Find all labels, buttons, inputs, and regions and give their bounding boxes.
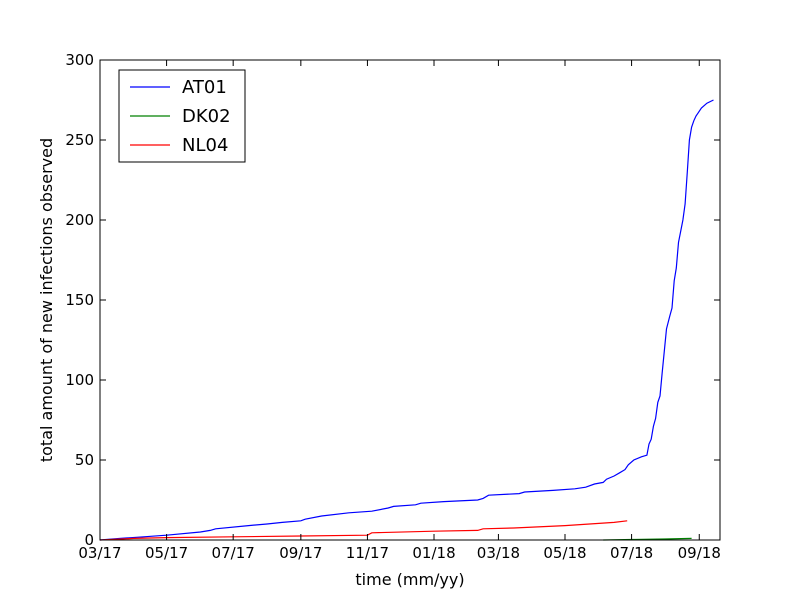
x-tick-label: 09/17 [279, 544, 322, 562]
y-tick-label: 0 [84, 531, 94, 549]
x-tick-label: 05/18 [543, 544, 586, 562]
y-axis-label: total amount of new infections observed [37, 138, 56, 462]
y-tick-label: 150 [65, 291, 94, 309]
legend-label-nl04: NL04 [182, 135, 228, 156]
x-tick-label: 09/18 [678, 544, 721, 562]
y-axis: 0 50 100 150 200 250 300 [65, 51, 720, 549]
y-tick-label: 50 [75, 451, 94, 469]
x-tick-label: 07/18 [610, 544, 653, 562]
y-tick-label: 200 [65, 211, 94, 229]
x-tick-label: 03/18 [477, 544, 520, 562]
series-layer [99, 99, 714, 541]
legend: AT01 DK02 NL04 [118, 69, 246, 163]
x-axis: 03/17 05/17 07/17 09/17 11/17 01/18 03/18 05/18… [78, 60, 721, 562]
x-tick-label: 07/17 [212, 544, 255, 562]
series-line-at01 [99, 99, 714, 541]
y-tick-label: 300 [65, 51, 94, 69]
x-tick-label: 11/17 [346, 544, 389, 562]
series-line-nl04 [99, 520, 628, 541]
y-tick-label: 100 [65, 371, 94, 389]
x-tick-label: 03/17 [78, 544, 121, 562]
legend-label-at01: AT01 [182, 77, 227, 98]
legend-items: AT01 DK02 NL04 [130, 77, 231, 156]
x-axis-label: time (mm/yy) [355, 570, 464, 589]
x-tick-label: 05/17 [145, 544, 188, 562]
x-tick-label: 01/18 [412, 544, 455, 562]
legend-label-dk02: DK02 [182, 106, 231, 127]
y-tick-label: 250 [65, 131, 94, 149]
